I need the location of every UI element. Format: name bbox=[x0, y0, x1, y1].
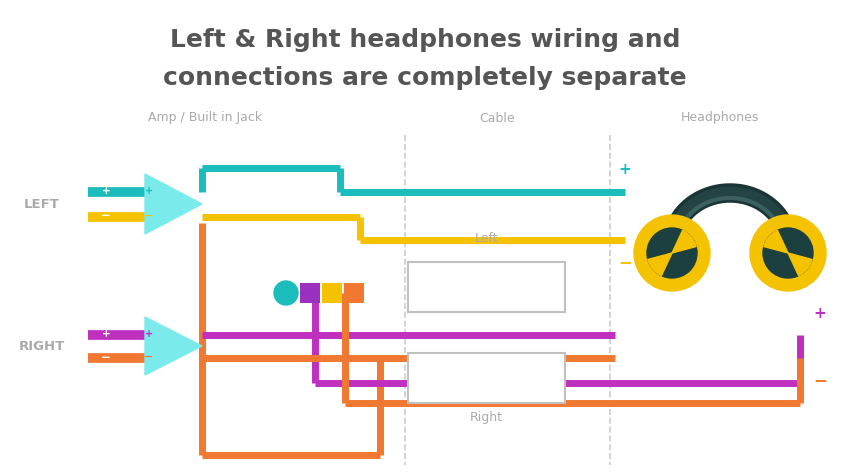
Text: Headphones: Headphones bbox=[681, 111, 759, 125]
Text: −: − bbox=[144, 352, 154, 362]
Text: −: − bbox=[813, 371, 827, 389]
Polygon shape bbox=[145, 317, 202, 375]
Text: −: − bbox=[618, 253, 632, 271]
Text: +: + bbox=[813, 306, 826, 320]
FancyBboxPatch shape bbox=[322, 283, 342, 303]
Text: Amp / Built in Jack: Amp / Built in Jack bbox=[148, 111, 262, 125]
Text: +: + bbox=[102, 329, 110, 339]
Polygon shape bbox=[145, 174, 202, 234]
FancyBboxPatch shape bbox=[408, 353, 565, 403]
Text: −: − bbox=[101, 209, 111, 222]
Text: +: + bbox=[145, 186, 153, 196]
Text: Cable: Cable bbox=[479, 111, 515, 125]
Wedge shape bbox=[648, 253, 672, 276]
Circle shape bbox=[750, 215, 826, 291]
Circle shape bbox=[634, 215, 710, 291]
Circle shape bbox=[763, 228, 813, 278]
Text: connections are completely separate: connections are completely separate bbox=[163, 66, 687, 90]
FancyBboxPatch shape bbox=[300, 283, 320, 303]
Text: RIGHT: RIGHT bbox=[19, 339, 65, 353]
Text: −: − bbox=[144, 211, 154, 221]
Text: Left: Left bbox=[474, 231, 498, 245]
Text: +: + bbox=[619, 162, 632, 178]
Text: LEFT: LEFT bbox=[24, 198, 60, 210]
Wedge shape bbox=[764, 230, 788, 253]
Wedge shape bbox=[672, 230, 696, 253]
Circle shape bbox=[647, 228, 697, 278]
Text: +: + bbox=[102, 186, 110, 196]
FancyBboxPatch shape bbox=[408, 262, 565, 312]
Text: Right: Right bbox=[470, 411, 503, 425]
Text: +: + bbox=[145, 329, 153, 339]
Wedge shape bbox=[788, 253, 812, 276]
Circle shape bbox=[274, 281, 298, 305]
Text: −: − bbox=[101, 350, 111, 364]
Text: Left & Right headphones wiring and: Left & Right headphones wiring and bbox=[170, 28, 680, 52]
FancyBboxPatch shape bbox=[344, 283, 364, 303]
